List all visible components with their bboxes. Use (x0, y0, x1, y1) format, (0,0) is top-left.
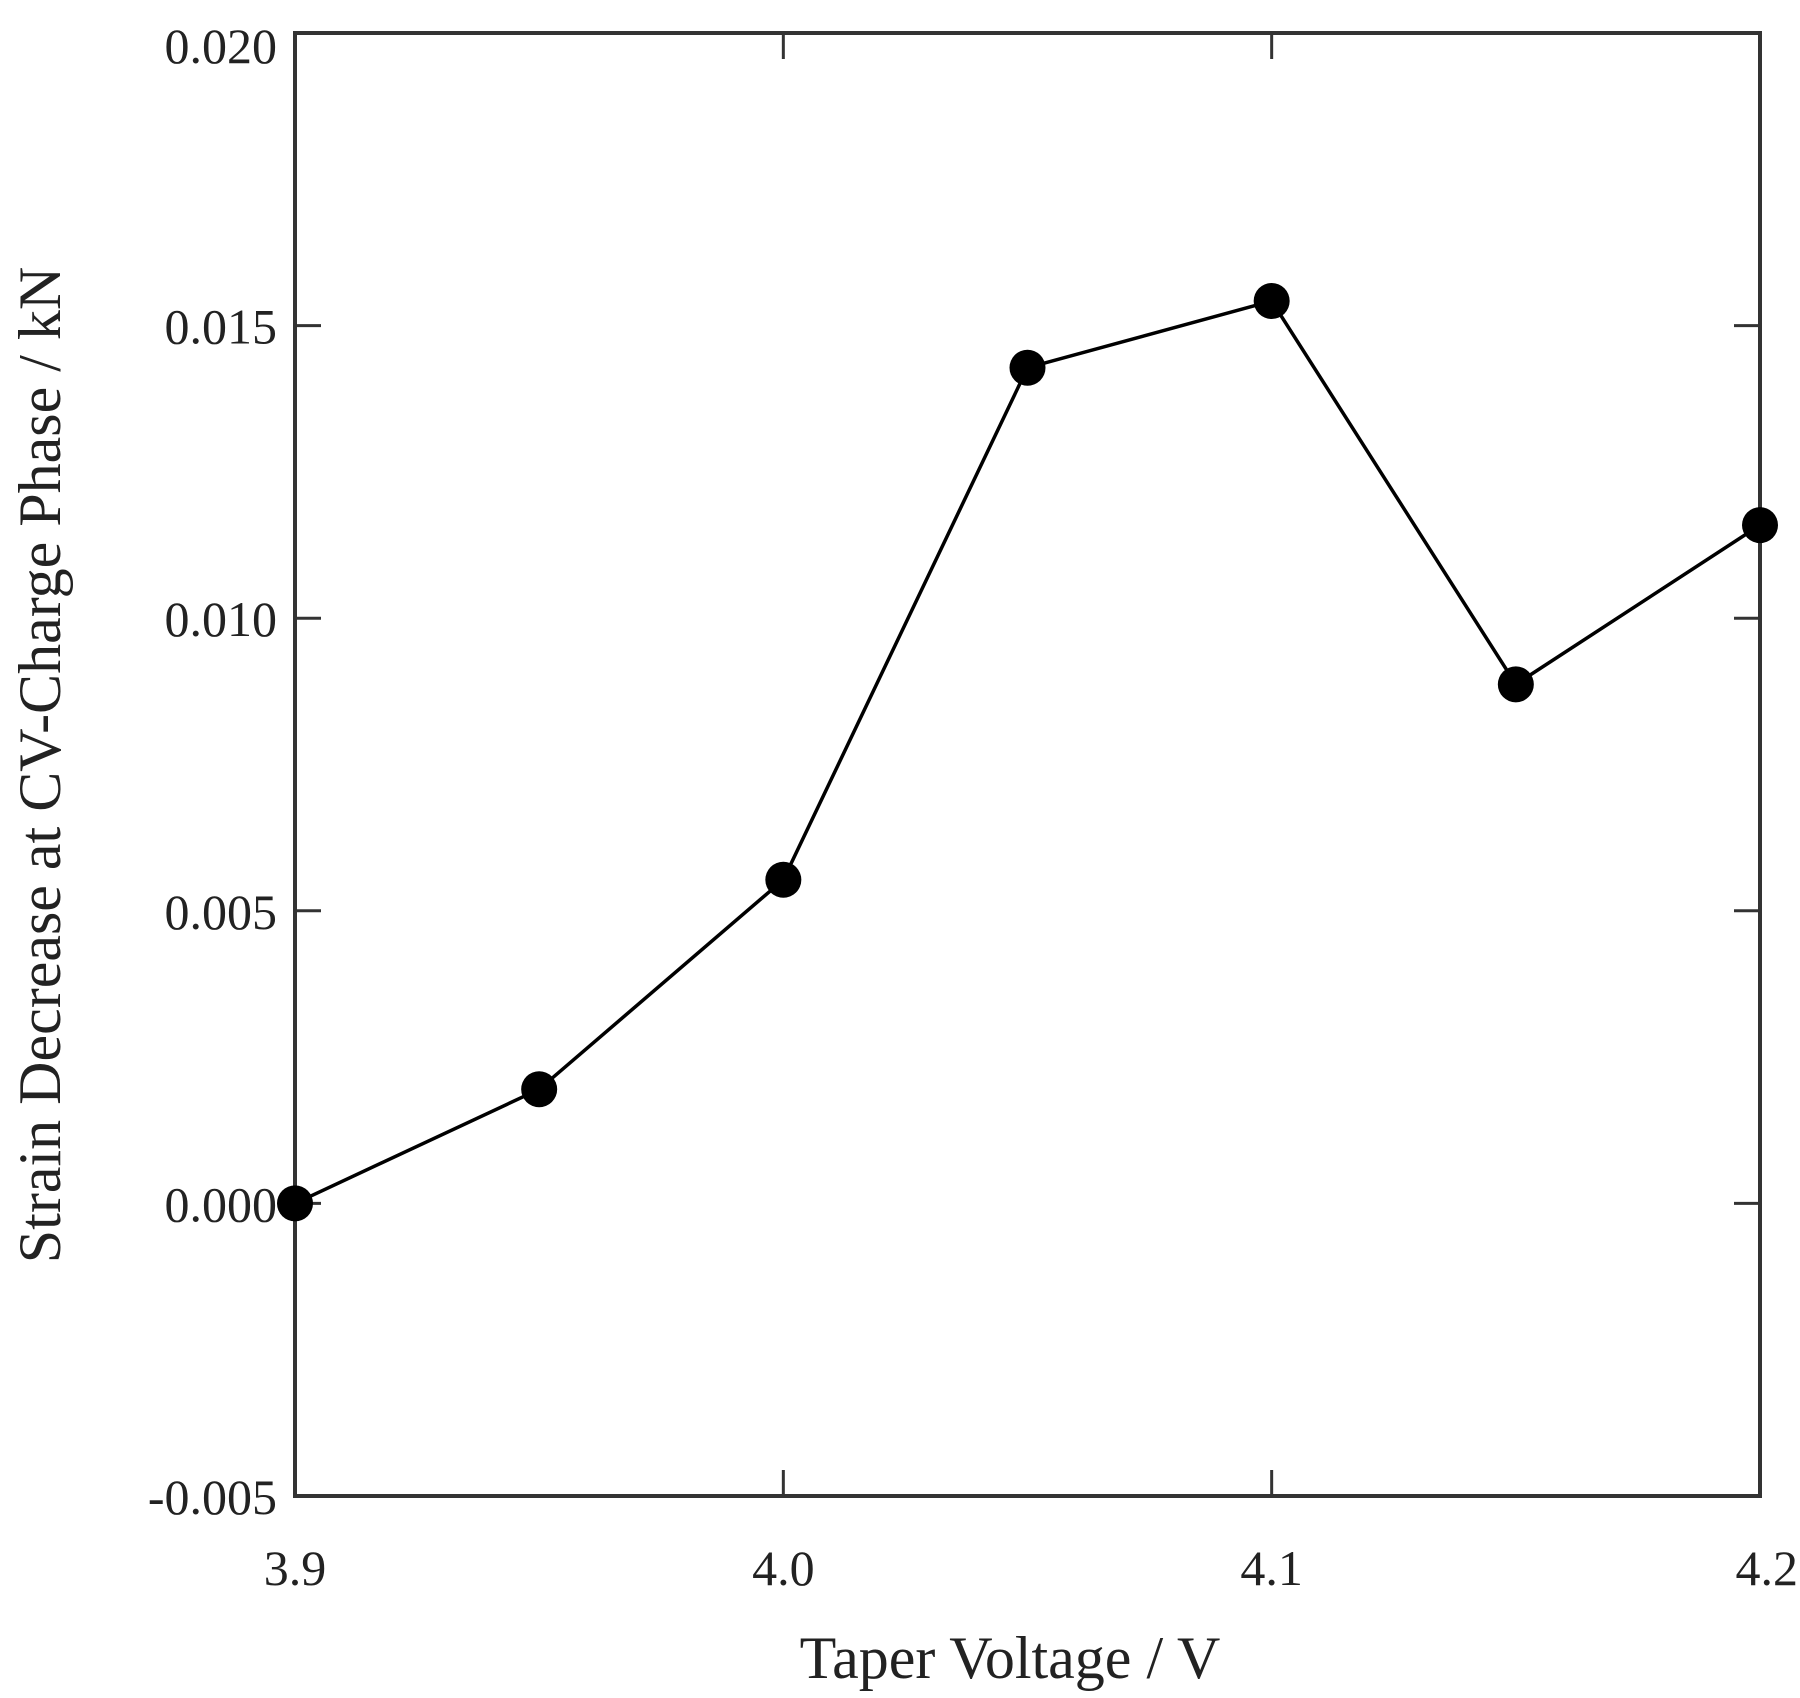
x-tick-label: 3.9 (264, 1540, 327, 1596)
ticks (293, 31, 1762, 1498)
y-tick-label: 0.005 (165, 884, 278, 940)
y-axis-label: Strain Decrease at CV-Charge Phase / kN (7, 267, 73, 1263)
data-point (1253, 283, 1290, 320)
data-points (277, 283, 1778, 1222)
data-point (1009, 349, 1046, 386)
x-tick-label: 4.1 (1240, 1540, 1303, 1596)
data-point (521, 1071, 558, 1108)
y-tick-label: -0.005 (148, 1469, 277, 1525)
tick-labels: 3.9 4.0 4.1 4.2 -0.005 0.000 0.005 0.010 0.015 0.… (148, 18, 1798, 1596)
data-point (1497, 666, 1534, 703)
x-axis-label: Taper Voltage / V (800, 1625, 1221, 1691)
data-point (1742, 507, 1778, 544)
y-tick-label: 0.000 (165, 1176, 278, 1232)
y-tick-label: 0.015 (165, 299, 278, 355)
x-tick-label: 4.2 (1736, 1540, 1799, 1596)
y-tick-label: 0.020 (165, 18, 278, 74)
y-tick-label: 0.010 (165, 591, 278, 647)
series-line (294, 298, 1761, 1205)
plot-frame (293, 31, 1762, 1498)
data-point (277, 1185, 313, 1222)
data-point (765, 861, 802, 898)
x-tick-label: 4.0 (752, 1540, 815, 1596)
